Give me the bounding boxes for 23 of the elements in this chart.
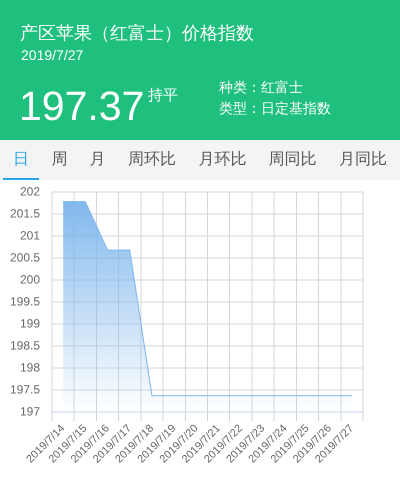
text: 类型：日定基指数 [219,100,331,116]
chart-title: 产区苹果（红富士）价格指数 [20,23,254,43]
text: 种类：红富士 [219,79,303,95]
y-tick-label: 200 [20,272,40,286]
y-tick-label: 201.5 [10,206,40,220]
y-tick-label: 197.5 [10,382,40,396]
text: 197.37 [19,83,144,129]
y-tick-label: 197 [20,404,40,418]
tab[interactable]: 周同比 [258,140,327,180]
y-tick-label: 202 [20,184,40,198]
y-tick-label: 200.5 [10,250,40,264]
text: 持平 [148,87,178,104]
tab[interactable]: 月同比 [328,140,397,180]
y-tick-label: 198.5 [10,338,40,352]
y-tick-label: 199.5 [10,294,40,308]
tab[interactable]: 月环比 [188,140,256,180]
y-tick-label: 198 [20,360,40,374]
tab[interactable]: 周 [41,140,78,180]
y-tick-label: 199 [20,316,40,330]
tab[interactable]: 月 [80,140,116,180]
y-tick-label: 201 [20,228,40,242]
tab[interactable]: 周环比 [118,140,186,180]
chart-subtitle: 2019/7/27 [21,47,84,63]
